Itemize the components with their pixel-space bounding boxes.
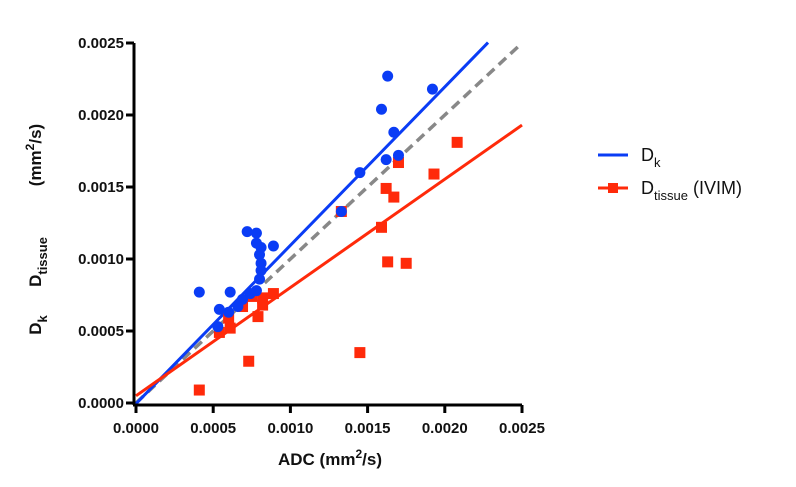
axes: 0.0000 0.0005 0.0010 0.0015 0.0020 0.0025 0.00… (78, 35, 545, 437)
x-tick-label: 0.0010 (267, 420, 313, 437)
data-point-dk (250, 227, 262, 239)
data-point-dk (380, 154, 392, 166)
x-tick-label: 0.0020 (422, 420, 468, 437)
data-point-dk (254, 249, 266, 261)
data-point-dk (354, 167, 366, 179)
legend: Dk Dtissue (IVIM) (598, 145, 742, 203)
data-point-dtissue (451, 136, 463, 148)
plot-area (134, 41, 524, 405)
y-label-unit: (mm2/s) (23, 124, 45, 186)
legend-square-icon (608, 183, 618, 193)
data-point-dk (223, 306, 235, 318)
y-label-dtissue: Dtissue (26, 237, 50, 287)
data-point-dtissue (400, 257, 412, 269)
data-point-dtissue (380, 182, 392, 194)
data-point-dk (375, 103, 387, 115)
data-point-dtissue (224, 322, 236, 334)
data-point-dk (392, 149, 404, 161)
legend-label-dtissue: Dtissue (IVIM) (641, 178, 742, 203)
data-point-dk (244, 288, 256, 300)
data-point-dk (212, 321, 224, 333)
x-tick-label: 0.0025 (499, 420, 545, 437)
data-point-dtissue (375, 221, 387, 233)
x-tick-label: 0.0015 (345, 420, 391, 437)
data-point-dtissue (354, 347, 366, 359)
data-point-dtissue (213, 326, 225, 338)
fit-line-dtissue (135, 123, 523, 398)
data-point-dtissue (267, 288, 279, 300)
y-tick-label: 0.0020 (78, 107, 124, 124)
data-point-dk (232, 301, 244, 313)
fit-line-dk (134, 41, 490, 405)
data-point-dtissue (243, 355, 255, 367)
y-tick-label: 0.0015 (78, 179, 124, 196)
data-point-dtissue (257, 299, 269, 311)
data-point-dk (241, 226, 253, 238)
y-tick-label: 0.0000 (78, 395, 124, 412)
x-axis-label: ADC (mm2/s) (278, 447, 382, 469)
data-point-dk (254, 273, 266, 285)
data-point-dk (382, 70, 394, 82)
data-point-dk (388, 126, 400, 138)
data-point-dtissue (428, 168, 440, 180)
data-point-dtissue (223, 312, 235, 324)
data-point-dtissue (392, 157, 404, 169)
y-axis-label: Dk Dtissue (mm2/s) (23, 124, 50, 335)
data-point-dk (224, 286, 236, 298)
data-point-dtissue (382, 256, 394, 268)
data-point-dk (267, 240, 279, 252)
x-tick-label: 0.0005 (190, 420, 236, 437)
data-point-dtissue (257, 292, 269, 304)
legend-item-dk: Dk (598, 145, 661, 170)
y-label-dk: Dk (26, 314, 50, 334)
data-point-dk (255, 265, 267, 277)
data-point-dtissue (252, 311, 264, 323)
legend-item-dtissue: Dtissue (IVIM) (598, 178, 742, 203)
data-point-dtissue (193, 384, 205, 396)
data-point-dk (335, 205, 347, 217)
y-tick-label: 0.0005 (78, 323, 124, 340)
data-point-dk (193, 286, 205, 298)
y-tick-label: 0.0025 (78, 35, 124, 52)
identity-line (134, 41, 524, 405)
data-point-dtissue (388, 191, 400, 203)
data-point-dk (426, 83, 438, 95)
y-tick-label: 0.0010 (78, 251, 124, 268)
x-tick-label: 0.0000 (113, 420, 159, 437)
legend-label-dk: Dk (641, 145, 661, 170)
data-point-dk (213, 303, 225, 315)
